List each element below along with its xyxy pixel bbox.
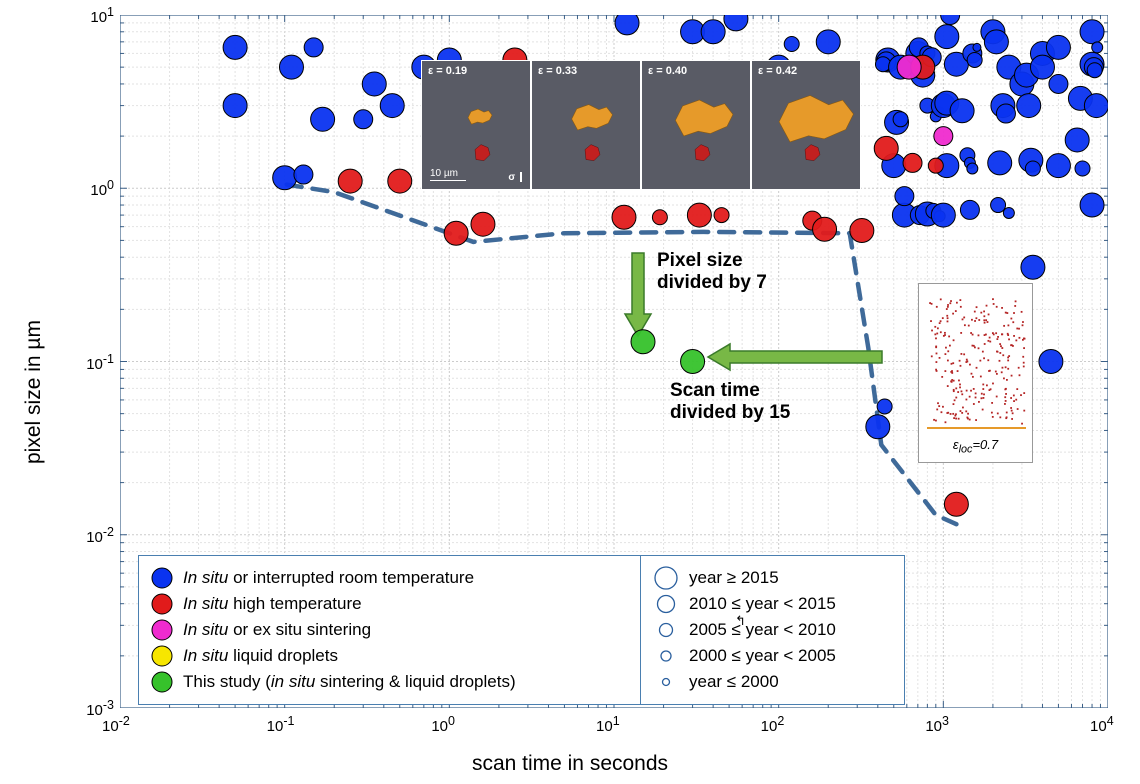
x-tick-label: 103 [925, 714, 949, 735]
right-inset-caption: εloc=0.7 [919, 437, 1032, 456]
y-tick-label: 10-2 [86, 525, 114, 546]
annotation-text: Pixel sizedivided by 7 [657, 250, 807, 294]
legend-row: In situ or ex situ sintering [149, 618, 639, 642]
legend-size-row: year ≥ 2015 [651, 566, 894, 590]
x-tick-label: 102 [761, 714, 785, 735]
x-tick-label: 10-1 [267, 714, 295, 735]
legend-size-row: year ≤ 2000 [651, 670, 894, 694]
y-axis-label: pixel size in µm [22, 0, 46, 784]
legend-size-row: 2005 ≤ year < 2010 [651, 618, 894, 642]
chart-root: scan time in seconds pixel size in µm In… [0, 0, 1140, 784]
legend-row: In situ liquid droplets [149, 644, 639, 668]
legend-size-row: 2000 ≤ year < 2005 [651, 644, 894, 668]
inset-panel: ε = 0.40 [641, 60, 751, 190]
inset-panel: ε = 0.33 [531, 60, 641, 190]
legend-categories: In situ or interrupted room temperatureI… [138, 555, 650, 705]
x-axis-label: scan time in seconds [0, 752, 1140, 776]
x-tick-label: 100 [431, 714, 455, 735]
x-tick-label: 104 [1090, 714, 1114, 735]
legend-row: This study (in situ sintering & liquid d… [149, 670, 639, 694]
y-tick-label: 10-3 [86, 698, 114, 719]
legend-size: year ≥ 20152010 ≤ year < 20152005 ≤ year… [640, 555, 905, 705]
inset-panel: ε = 0.42 [751, 60, 861, 190]
y-tick-label: 10-1 [86, 352, 114, 373]
y-tick-label: 100 [90, 178, 114, 199]
annotation-text: Scan timedivided by 15 [670, 380, 830, 424]
legend-row: In situ high temperature [149, 592, 639, 616]
inset-strip: ε = 0.1910 µmσ ε = 0.33ε = 0.40ε = 0.42 [421, 60, 861, 190]
right-inset: εloc=0.7 [918, 283, 1033, 463]
x-tick-label: 101 [596, 714, 620, 735]
cursor-icon: ↱ [735, 613, 746, 629]
legend-size-row: 2010 ≤ year < 2015 [651, 592, 894, 616]
inset-panel: ε = 0.1910 µmσ [421, 60, 531, 190]
legend-row: In situ or interrupted room temperature [149, 566, 639, 590]
y-tick-label: 101 [90, 5, 114, 26]
